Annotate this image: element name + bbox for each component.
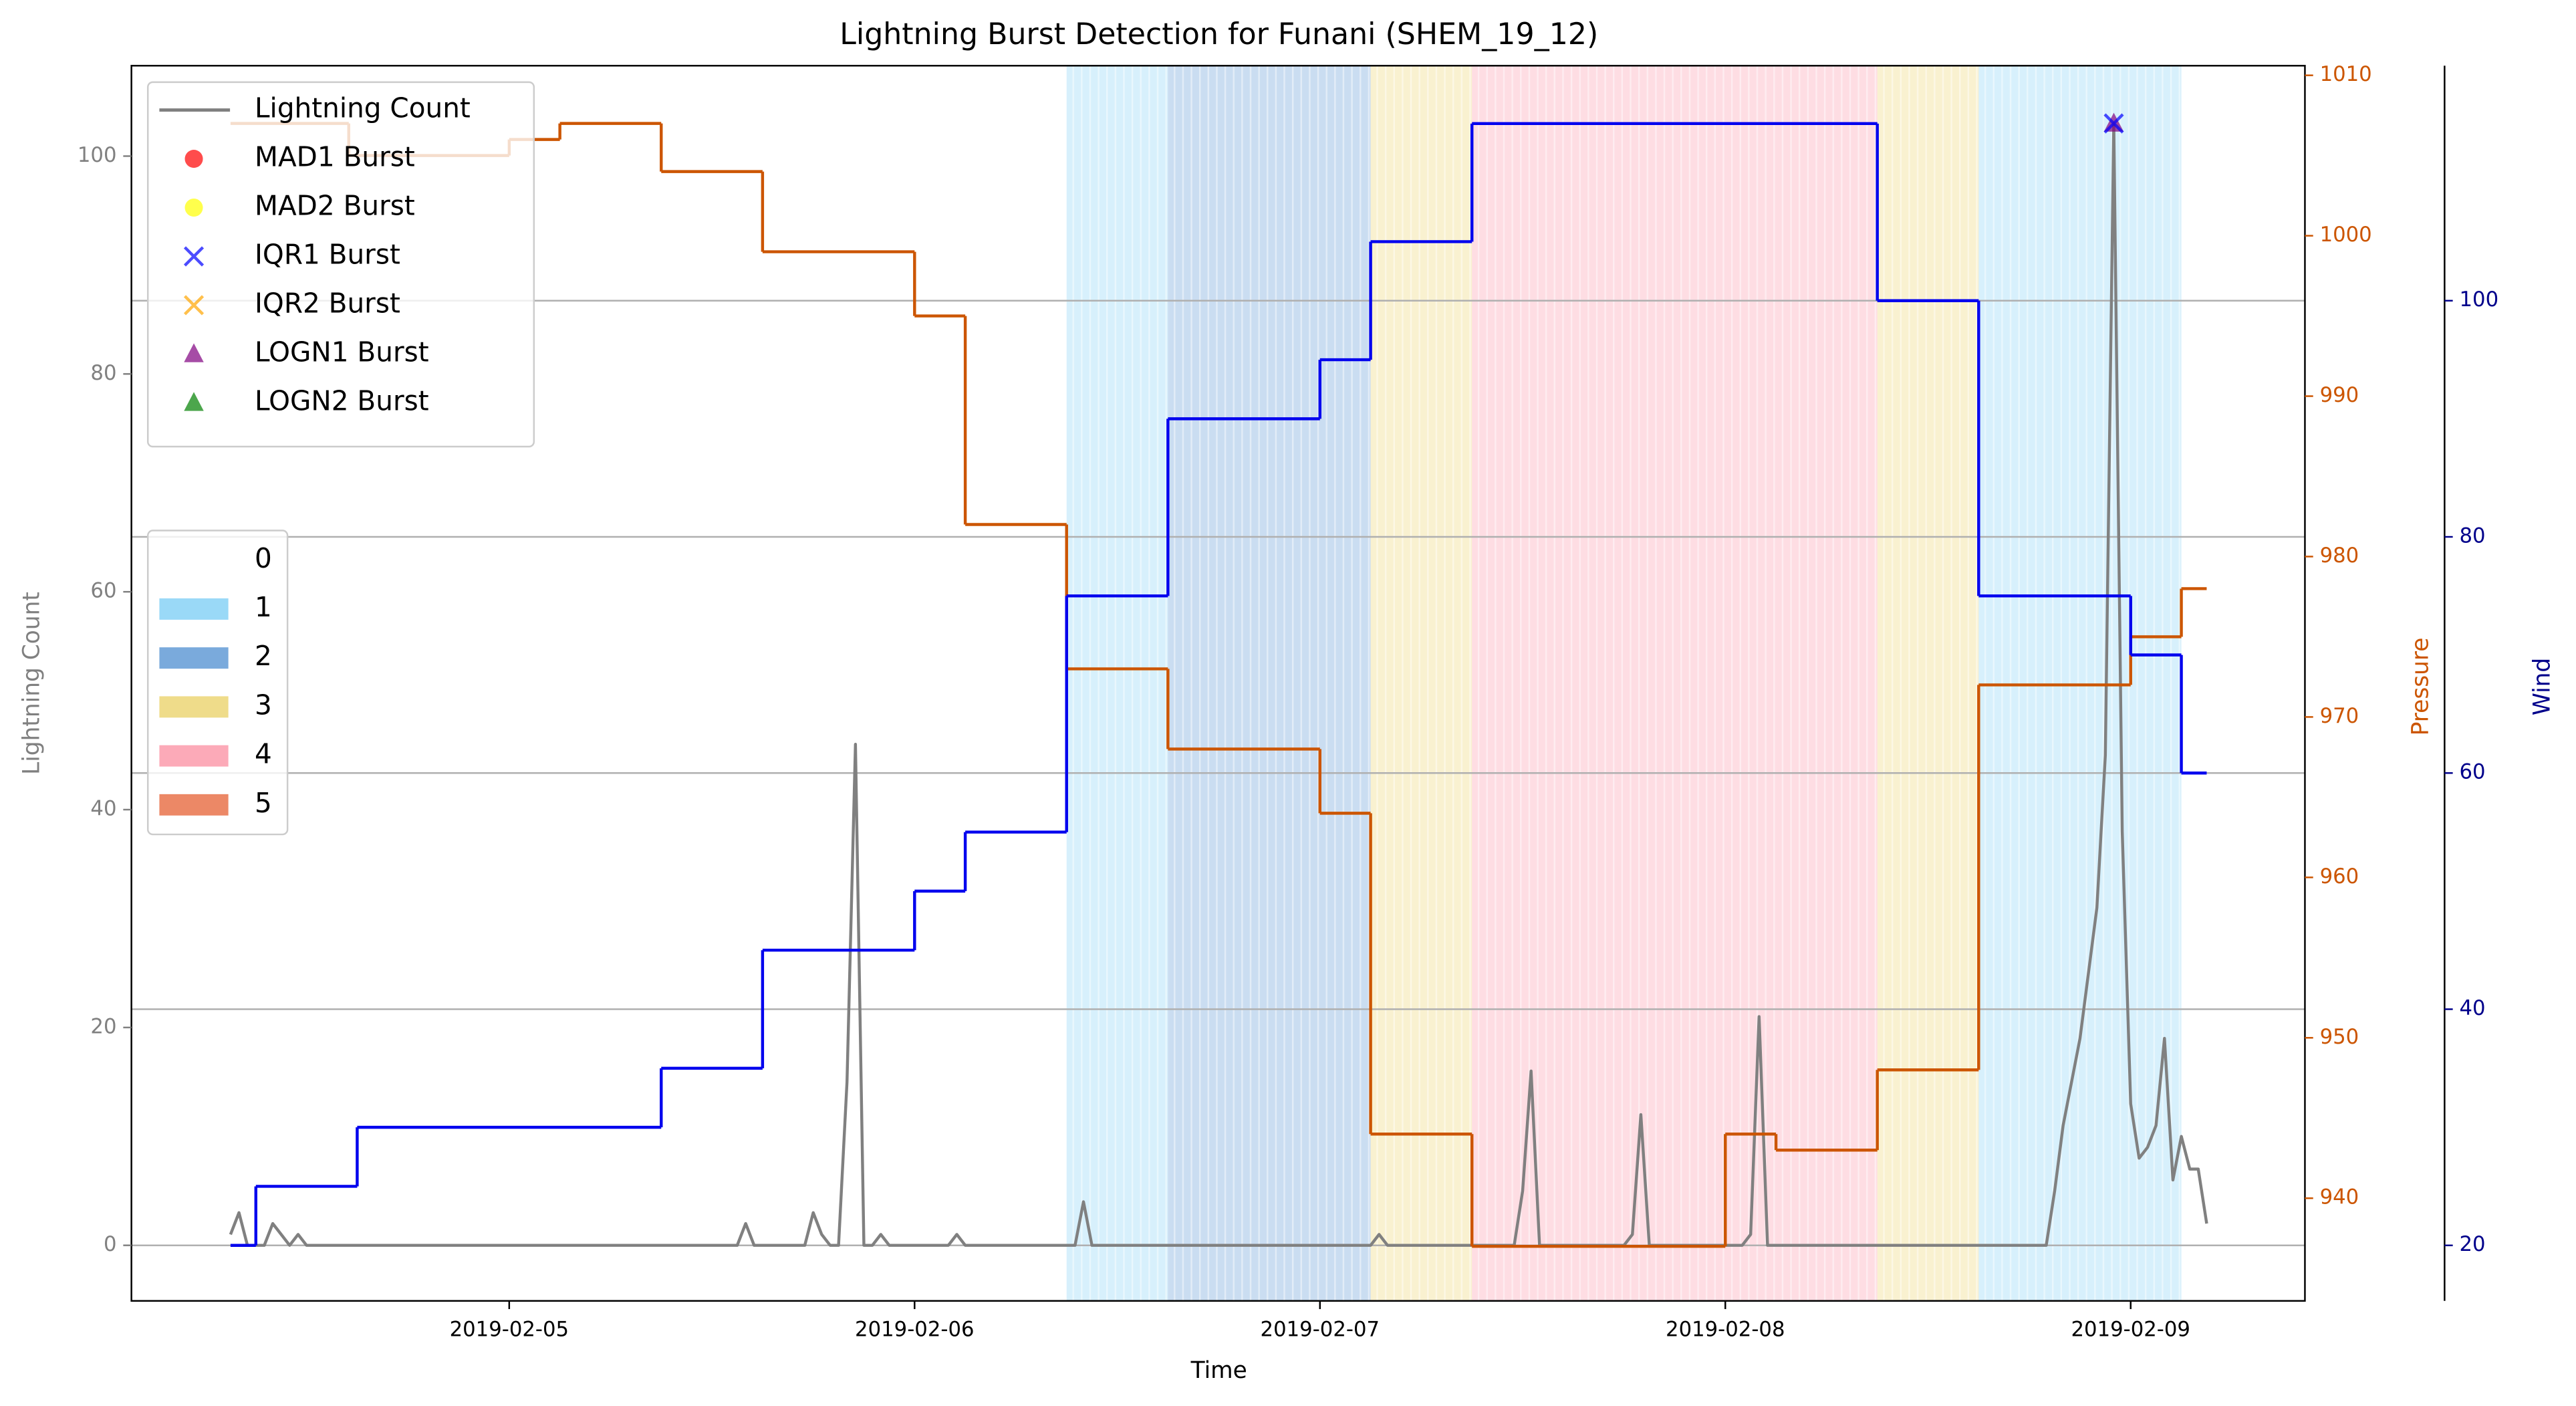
legend-marker [184,199,203,217]
legend-label: IQR1 Burst [255,239,400,271]
legend-label: IQR2 Burst [255,287,400,319]
plot-layer: 2019-02-05 2019-02-06 2019-02-07 2019-02-08… [78,62,2498,1341]
band-stripes [1472,66,1878,1301]
legend-marker [184,150,203,168]
class-legend-patch [159,794,229,816]
x-tick-label: 2019-02-09 [2071,1317,2190,1341]
legend-marker [183,246,205,267]
legend-label: LOGN1 Burst [255,336,429,368]
y2-tick-label: 990 [2320,383,2359,407]
y2-tick-label: 1000 [2320,223,2372,247]
class-legend-patch [159,696,229,718]
legend-marker [183,295,205,316]
burst-marker [2103,113,2124,134]
y2-tick-label: 950 [2320,1025,2359,1049]
legend-box [146,81,535,448]
class-legend-label: 0 [255,542,272,574]
y3-tick-label: 80 [2459,524,2485,548]
class-legend-label: 3 [255,689,272,721]
band-stripes [1978,66,2182,1301]
class-legend-label: 4 [255,738,272,770]
class-legend-patch [159,549,229,571]
chart-title: Lightning Burst Detection for Funani (SH… [840,17,1598,51]
y3-tick-label: 20 [2459,1232,2485,1256]
y2-tick-label: 940 [2320,1185,2359,1209]
y3-tick-label: 100 [2459,287,2498,312]
class-legend-patch [159,598,229,620]
x-axis-label: Time [1190,1357,1247,1384]
y2-tick-label: 980 [2320,544,2359,568]
y3-axis-label: Wind [2529,658,2555,715]
y-axis-label: Lightning Count [19,592,45,775]
class-legend-label: 2 [255,640,272,672]
legend-label: MAD1 Burst [255,141,415,173]
class-legend-label: 1 [255,591,272,623]
x-tick-label: 2019-02-05 [450,1317,569,1341]
y2-tick-label: 960 [2320,864,2359,889]
legend-marker [184,343,204,362]
y-tick-label: 60 [90,579,116,603]
plot-frame [130,65,2306,1302]
class-legend-label: 5 [255,787,272,819]
band-stripes [1370,66,1472,1301]
y-tick-label: 20 [90,1014,116,1038]
y3-tick-label: 60 [2459,760,2485,784]
band-stripes [1066,66,1168,1301]
y2-tick-label: 970 [2320,704,2359,728]
lightning-line [229,122,2208,1247]
y-tick-label: 80 [90,361,116,385]
legend-label: MAD2 Burst [255,190,415,222]
legend-marker [184,392,204,411]
y-tick-label: 40 [90,797,116,821]
legend-label: LOGN2 Burst [255,384,429,417]
class-legend-patch [159,647,229,669]
class-legend-patch [159,745,229,767]
band-stripes [1168,66,1371,1301]
legend-label: Lightning Count [255,92,471,124]
y2-tick-label: 1010 [2320,62,2372,86]
y2-axis-label: Pressure [2407,638,2434,736]
x-tick-label: 2019-02-06 [855,1317,974,1341]
band-stripes [1877,66,1979,1301]
y3-tick-label: 40 [2459,996,2485,1020]
y-tick-label: 0 [104,1232,117,1256]
x-tick-label: 2019-02-07 [1261,1317,1380,1341]
x-tick-label: 2019-02-08 [1666,1317,1785,1341]
y-tick-label: 100 [78,143,117,167]
